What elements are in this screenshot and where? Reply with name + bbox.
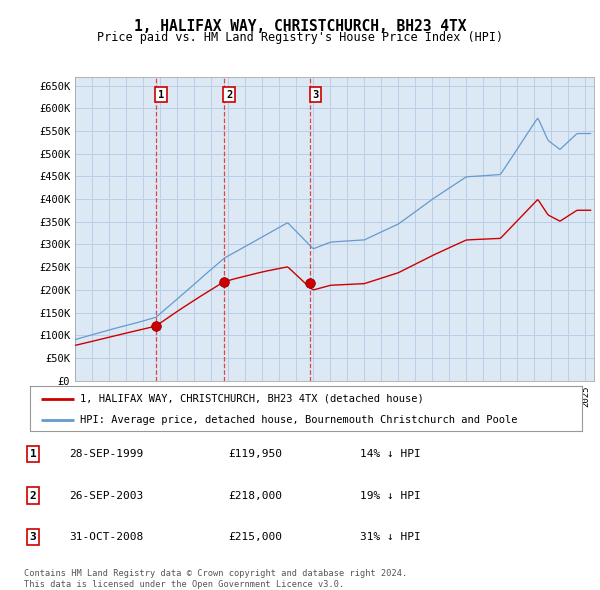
Text: £215,000: £215,000 (228, 532, 282, 542)
Text: 1: 1 (29, 450, 37, 459)
Text: 3: 3 (313, 90, 319, 100)
Text: 2: 2 (29, 491, 37, 500)
Text: 14% ↓ HPI: 14% ↓ HPI (360, 450, 421, 459)
Text: £218,000: £218,000 (228, 491, 282, 500)
Text: 1, HALIFAX WAY, CHRISTCHURCH, BH23 4TX: 1, HALIFAX WAY, CHRISTCHURCH, BH23 4TX (134, 19, 466, 34)
Text: 1, HALIFAX WAY, CHRISTCHURCH, BH23 4TX (detached house): 1, HALIFAX WAY, CHRISTCHURCH, BH23 4TX (… (80, 394, 424, 404)
Text: 28-SEP-1999: 28-SEP-1999 (69, 450, 143, 459)
Text: 31-OCT-2008: 31-OCT-2008 (69, 532, 143, 542)
Text: 26-SEP-2003: 26-SEP-2003 (69, 491, 143, 500)
Text: 19% ↓ HPI: 19% ↓ HPI (360, 491, 421, 500)
Text: This data is licensed under the Open Government Licence v3.0.: This data is licensed under the Open Gov… (24, 579, 344, 589)
Text: 31% ↓ HPI: 31% ↓ HPI (360, 532, 421, 542)
Text: 3: 3 (29, 532, 37, 542)
Text: £119,950: £119,950 (228, 450, 282, 459)
Text: HPI: Average price, detached house, Bournemouth Christchurch and Poole: HPI: Average price, detached house, Bour… (80, 415, 517, 425)
Text: 2: 2 (226, 90, 232, 100)
Text: Price paid vs. HM Land Registry's House Price Index (HPI): Price paid vs. HM Land Registry's House … (97, 31, 503, 44)
Text: Contains HM Land Registry data © Crown copyright and database right 2024.: Contains HM Land Registry data © Crown c… (24, 569, 407, 578)
Text: 1: 1 (158, 90, 164, 100)
